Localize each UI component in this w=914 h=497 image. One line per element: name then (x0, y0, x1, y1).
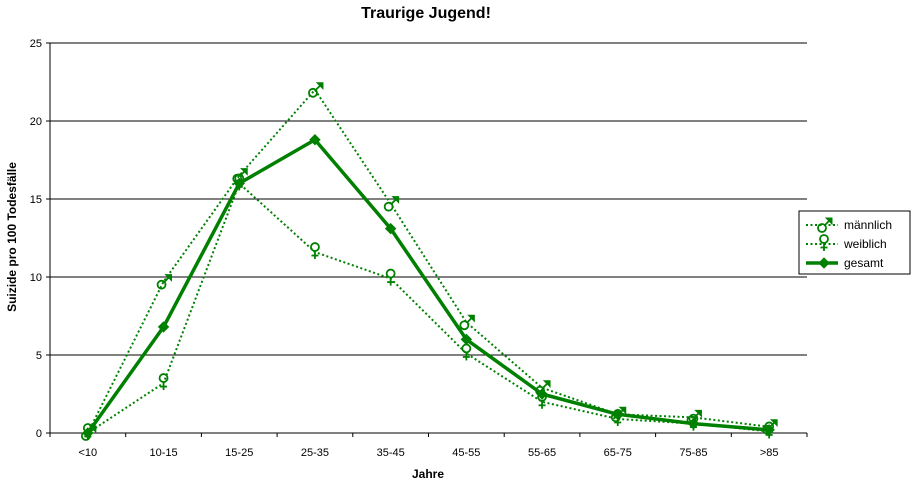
x-tick-label: >85 (760, 447, 779, 459)
legend-label-männlich: männlich (844, 218, 892, 232)
male-symbol-arrowhead (694, 409, 702, 418)
data-point-weiblich-4 (385, 268, 396, 286)
series-group (80, 82, 778, 441)
x-axis-label: Jahre (412, 467, 444, 481)
data-point-weiblich-3 (310, 242, 320, 260)
male-symbol-arrowhead (391, 196, 400, 204)
data-point-männlich-5 (459, 314, 475, 331)
chart-title: Traurige Jugend! (361, 5, 491, 22)
series-line-weiblich (87, 181, 770, 434)
y-tick-label: 5 (36, 350, 42, 362)
male-symbol-ring (817, 223, 827, 233)
data-point-gesamt-3 (309, 134, 321, 146)
male-symbol-arrowhead (164, 274, 173, 282)
series-line-gesamt (86, 137, 770, 435)
male-symbol-arrowhead (824, 217, 833, 226)
y-tick-label: 15 (30, 194, 42, 206)
x-tick-label: 15-25 (225, 447, 253, 459)
y-tick-label: 0 (36, 428, 42, 440)
data-point-gesamt-9 (763, 424, 775, 436)
legend-label-weiblich: weiblich (843, 237, 887, 251)
y-tick-label: 25 (30, 38, 42, 50)
male-symbol-ring (383, 201, 394, 212)
axes (46, 42, 808, 437)
x-tick-labels: <10 10-15 15-25 25-35 35-45 45-55 55-65 65-75 75… (79, 447, 779, 459)
data-point-gesamt-4 (384, 222, 397, 235)
data-point-gesamt-8 (687, 417, 700, 430)
data-point-gesamt-2 (233, 177, 245, 190)
data-point-männlich-4 (383, 196, 400, 212)
data-point-weiblich-5 (461, 343, 472, 361)
male-symbol-ring (459, 320, 470, 331)
legend: männlich weiblich gesamt (798, 210, 911, 275)
x-tick-label: 55-65 (528, 447, 556, 459)
x-tick-label: 35-45 (377, 447, 405, 459)
male-symbol-ring (156, 279, 167, 290)
legend-marker-gesamt (818, 257, 830, 269)
y-tick-label: 10 (30, 272, 42, 284)
x-tick-label: 25-35 (301, 447, 329, 459)
x-tick-label: 65-75 (604, 447, 632, 459)
series-line-männlich (86, 88, 770, 434)
female-symbol-ring (385, 268, 396, 279)
male-symbol-arrowhead (467, 314, 475, 323)
data-point-gesamt-1 (157, 321, 170, 333)
data-point-gesamt-6 (536, 388, 548, 400)
series-weiblich (82, 173, 775, 440)
y-tick-label: 20 (30, 116, 42, 128)
grid-lines (50, 42, 807, 356)
y-tick-labels: 0 5 10 15 20 25 (30, 38, 42, 440)
male-symbol-arrowhead (315, 82, 324, 91)
data-point-männlich-1 (156, 274, 173, 290)
x-tick-label: <10 (79, 447, 98, 459)
data-point-gesamt-5 (460, 333, 473, 346)
legend-marker-männlich (817, 217, 833, 233)
series-gesamt (82, 134, 775, 439)
series-männlich (80, 82, 778, 441)
x-tick-label: 45-55 (452, 447, 480, 459)
male-symbol-arrowhead (240, 168, 248, 176)
x-tick-label: 10-15 (149, 447, 177, 459)
legend-marker-weiblich (819, 234, 829, 251)
female-symbol-ring (310, 242, 320, 252)
data-point-weiblich-1 (158, 373, 169, 391)
y-axis-label: Suizide pro 100 Todesfälle (5, 162, 19, 312)
male-symbol-ring (308, 87, 318, 98)
male-symbol-arrowhead (542, 380, 551, 388)
legend-label-gesamt: gesamt (844, 256, 884, 270)
male-symbol-arrowhead (769, 419, 778, 427)
x-tick-label: 75-85 (679, 447, 707, 459)
data-point-männlich-3 (308, 82, 324, 98)
data-point-gesamt-7 (612, 408, 624, 420)
data-point-gesamt-0 (82, 427, 94, 439)
female-symbol-ring (461, 343, 472, 354)
male-symbol-arrowhead (618, 406, 627, 415)
